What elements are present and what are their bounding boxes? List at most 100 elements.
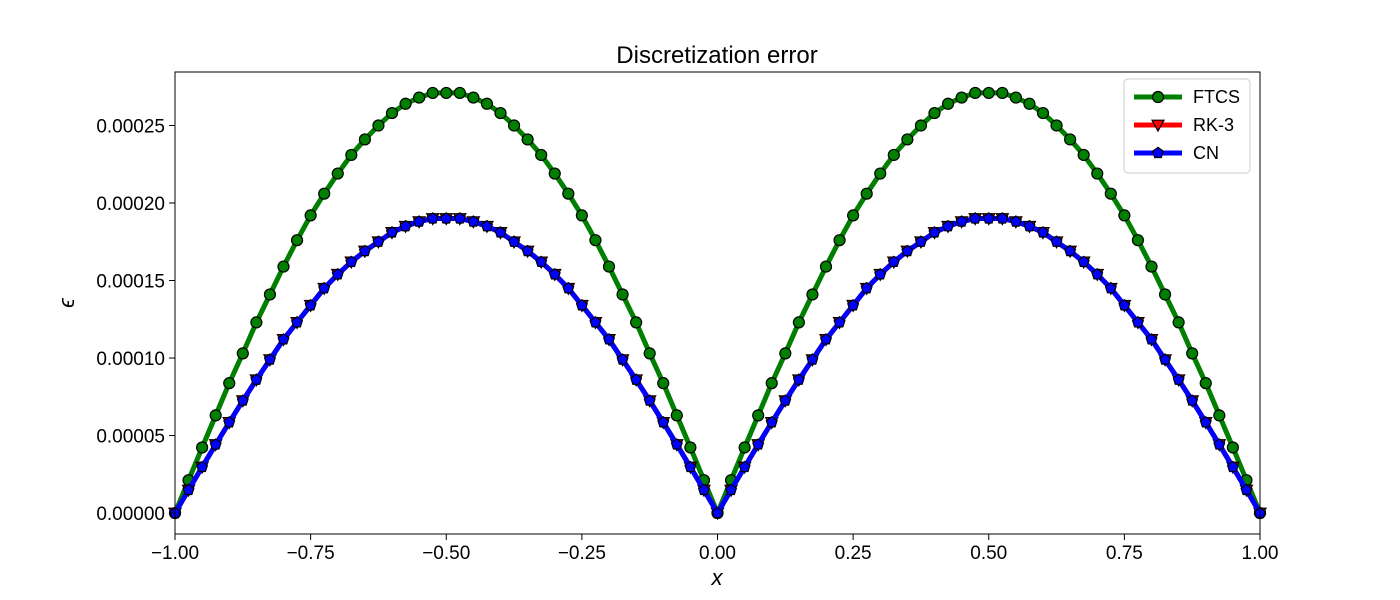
data-point-cn — [440, 212, 453, 224]
y-axis-label: ϵ — [54, 297, 79, 308]
data-point-cn — [1159, 353, 1172, 365]
data-point-cn — [1050, 235, 1063, 247]
data-point-ftcs — [399, 97, 412, 110]
data-point-cn — [752, 438, 765, 450]
data-point-cn — [372, 235, 385, 247]
data-point-ftcs — [413, 91, 426, 104]
data-point-cn — [358, 244, 371, 257]
data-point-ftcs — [630, 316, 643, 329]
x-tick-label: −0.75 — [287, 543, 335, 564]
data-point-ftcs — [1064, 133, 1077, 146]
data-point-cn — [711, 506, 724, 519]
data-point-cn — [874, 267, 887, 280]
data-point-cn — [684, 460, 697, 473]
chart-title: Discretization error — [616, 42, 817, 69]
data-point-ftcs — [1036, 106, 1050, 120]
data-point-ftcs — [1091, 167, 1104, 180]
data-point-ftcs — [1023, 97, 1036, 110]
data-point-ftcs — [223, 377, 236, 390]
data-point-cn — [616, 353, 629, 365]
y-axis: 0.00000 0.00005 0.00010 0.00015 0.00020 0.000… — [96, 116, 175, 525]
data-point-ftcs — [1199, 377, 1212, 390]
data-point-cn — [1131, 316, 1144, 328]
data-point-ftcs — [480, 97, 494, 110]
data-point-cn — [1118, 298, 1131, 311]
data-point-cn — [643, 394, 656, 406]
data-point-ftcs — [426, 86, 439, 100]
series-line-cn — [172, 216, 1263, 516]
data-point-ftcs — [874, 167, 887, 180]
data-point-ftcs — [860, 187, 873, 200]
data-point-ftcs — [494, 106, 507, 120]
data-point-ftcs — [453, 86, 466, 100]
data-point-ftcs — [928, 106, 941, 120]
data-point-cn — [942, 219, 955, 232]
data-point-cn — [602, 333, 616, 345]
data-point-ftcs — [385, 106, 399, 120]
data-point-cn — [914, 235, 927, 247]
data-point-ftcs — [1104, 187, 1117, 200]
data-point-cn — [318, 281, 331, 294]
data-point-ftcs — [277, 260, 290, 273]
data-point-ftcs — [833, 234, 846, 247]
x-tick-label: 0.00 — [699, 543, 736, 564]
data-point-cn — [996, 212, 1009, 224]
data-point-cn — [589, 316, 602, 328]
data-point-ftcs — [1145, 260, 1158, 273]
data-point-cn — [1009, 215, 1022, 227]
data-point-ftcs — [318, 187, 331, 200]
data-point-ftcs — [1172, 316, 1185, 329]
data-point-cn — [494, 226, 507, 238]
data-point-cn — [223, 416, 236, 428]
data-point-ftcs — [1009, 91, 1022, 104]
data-point-ftcs — [589, 234, 602, 247]
data-point-cn — [385, 226, 399, 238]
series-ftcs — [168, 86, 1267, 520]
data-point-cn — [1226, 460, 1239, 473]
data-point-cn — [291, 316, 304, 328]
data-point-ftcs — [657, 377, 670, 390]
data-point-ftcs — [1118, 209, 1131, 222]
data-point-cn — [1186, 394, 1199, 406]
data-point-cn — [304, 298, 317, 311]
y-tick-label: 0.00015 — [96, 272, 165, 293]
data-point-cn — [847, 298, 860, 311]
data-point-ftcs — [887, 148, 900, 162]
data-point-ftcs — [562, 187, 575, 200]
data-point-cn — [725, 483, 738, 496]
data-point-ftcs — [1226, 441, 1239, 454]
data-point-ftcs — [955, 91, 968, 104]
data-point-ftcs — [521, 133, 534, 146]
data-point-ftcs — [548, 167, 561, 180]
data-point-cn — [1145, 333, 1158, 345]
data-point-ftcs — [602, 260, 616, 273]
data-point-ftcs — [806, 288, 819, 301]
data-point-cn — [508, 235, 521, 247]
data-point-cn — [196, 460, 209, 473]
data-point-cn — [1104, 281, 1117, 294]
data-point-ftcs — [643, 347, 656, 360]
data-point-ftcs — [1186, 347, 1199, 360]
data-point-cn — [426, 212, 439, 224]
data-point-ftcs — [575, 209, 588, 222]
data-point-cn — [535, 255, 548, 268]
data-point-cn — [575, 298, 588, 311]
data-point-ftcs — [440, 86, 453, 100]
data-point-ftcs — [847, 209, 860, 222]
y-tick-label: 0.00010 — [96, 349, 165, 370]
data-point-cn — [209, 438, 222, 450]
x-tick-label: 0.75 — [1106, 543, 1143, 564]
data-point-cn — [1036, 226, 1050, 238]
data-point-ftcs — [250, 316, 263, 329]
data-point-cn — [792, 373, 805, 385]
data-point-cn — [887, 255, 900, 268]
series-cn — [168, 212, 1267, 519]
data-point-ftcs — [467, 91, 480, 104]
data-point-cn — [453, 212, 466, 224]
data-point-ftcs — [1213, 409, 1226, 422]
legend-marker-ftcs — [1151, 90, 1165, 104]
x-tick-label: 1.00 — [1242, 543, 1279, 564]
data-point-ftcs — [996, 86, 1009, 100]
data-point-ftcs — [196, 441, 209, 454]
